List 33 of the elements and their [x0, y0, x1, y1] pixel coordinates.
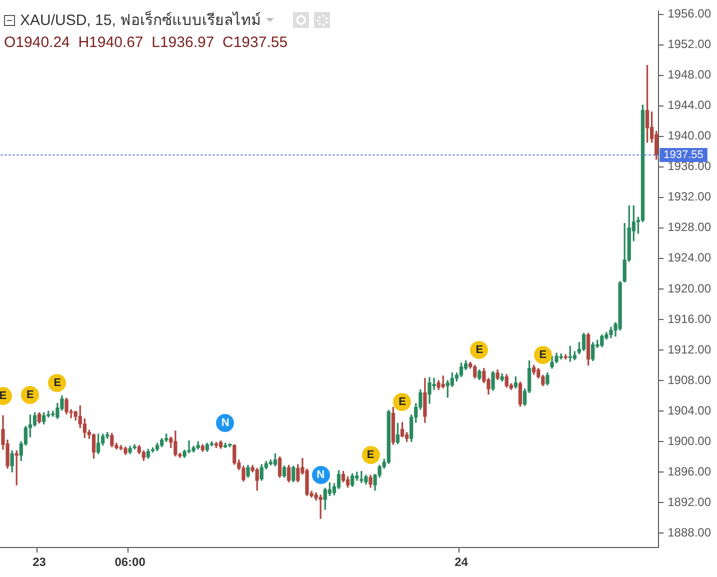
- y-tick-label: 1948.00: [668, 68, 712, 82]
- y-tick-label: 1944.00: [668, 98, 712, 112]
- y-tick-label: 1908.00: [668, 372, 712, 387]
- event-badge: E: [48, 374, 66, 392]
- event-badge: E: [0, 386, 12, 405]
- y-tick-label: 1920.00: [668, 281, 712, 296]
- event-badge: N: [312, 466, 330, 484]
- y-tick-label: 1904.00: [668, 403, 712, 418]
- y-tick-label: 1912.00: [668, 342, 712, 356]
- y-tick-label: 1956.00: [668, 6, 712, 21]
- text: O1940.24 H1940.67 L1936.97 C1937.55: [4, 34, 288, 51]
- chart-title: XAU/USD, 15, ฟอเร็กซ์แบบเรียลไทม์: [20, 10, 262, 31]
- event-badge: E: [534, 346, 552, 364]
- y-tick-label: 1892.00: [668, 494, 712, 509]
- y-tick-label: 1888.00: [668, 525, 712, 540]
- y-tick-label: 1932.00: [668, 190, 712, 204]
- x-tick-label: 23: [32, 555, 46, 570]
- y-tick-label: 1900.00: [668, 434, 712, 448]
- event-badge: N: [216, 414, 234, 432]
- event-badge: E: [393, 393, 412, 412]
- y-tick-label: 1896.00: [668, 464, 712, 478]
- y-tick-label: 1940.00: [668, 128, 712, 143]
- y-tick-label: 1916.00: [668, 312, 712, 326]
- x-tick-label: 24: [454, 555, 468, 570]
- event-badge: E: [21, 386, 40, 404]
- x-tick-label: 06:00: [114, 555, 146, 570]
- y-tick-label: 1952.00: [668, 37, 712, 52]
- y-tick-label: 1924.00: [668, 250, 712, 265]
- y-tick-label: 1936.00: [668, 159, 712, 174]
- event-badge: E: [362, 446, 380, 464]
- y-tick-label: 1928.00: [668, 220, 712, 234]
- event-badge: E: [470, 340, 488, 359]
- ref-line-label: 1937.55: [664, 149, 704, 162]
